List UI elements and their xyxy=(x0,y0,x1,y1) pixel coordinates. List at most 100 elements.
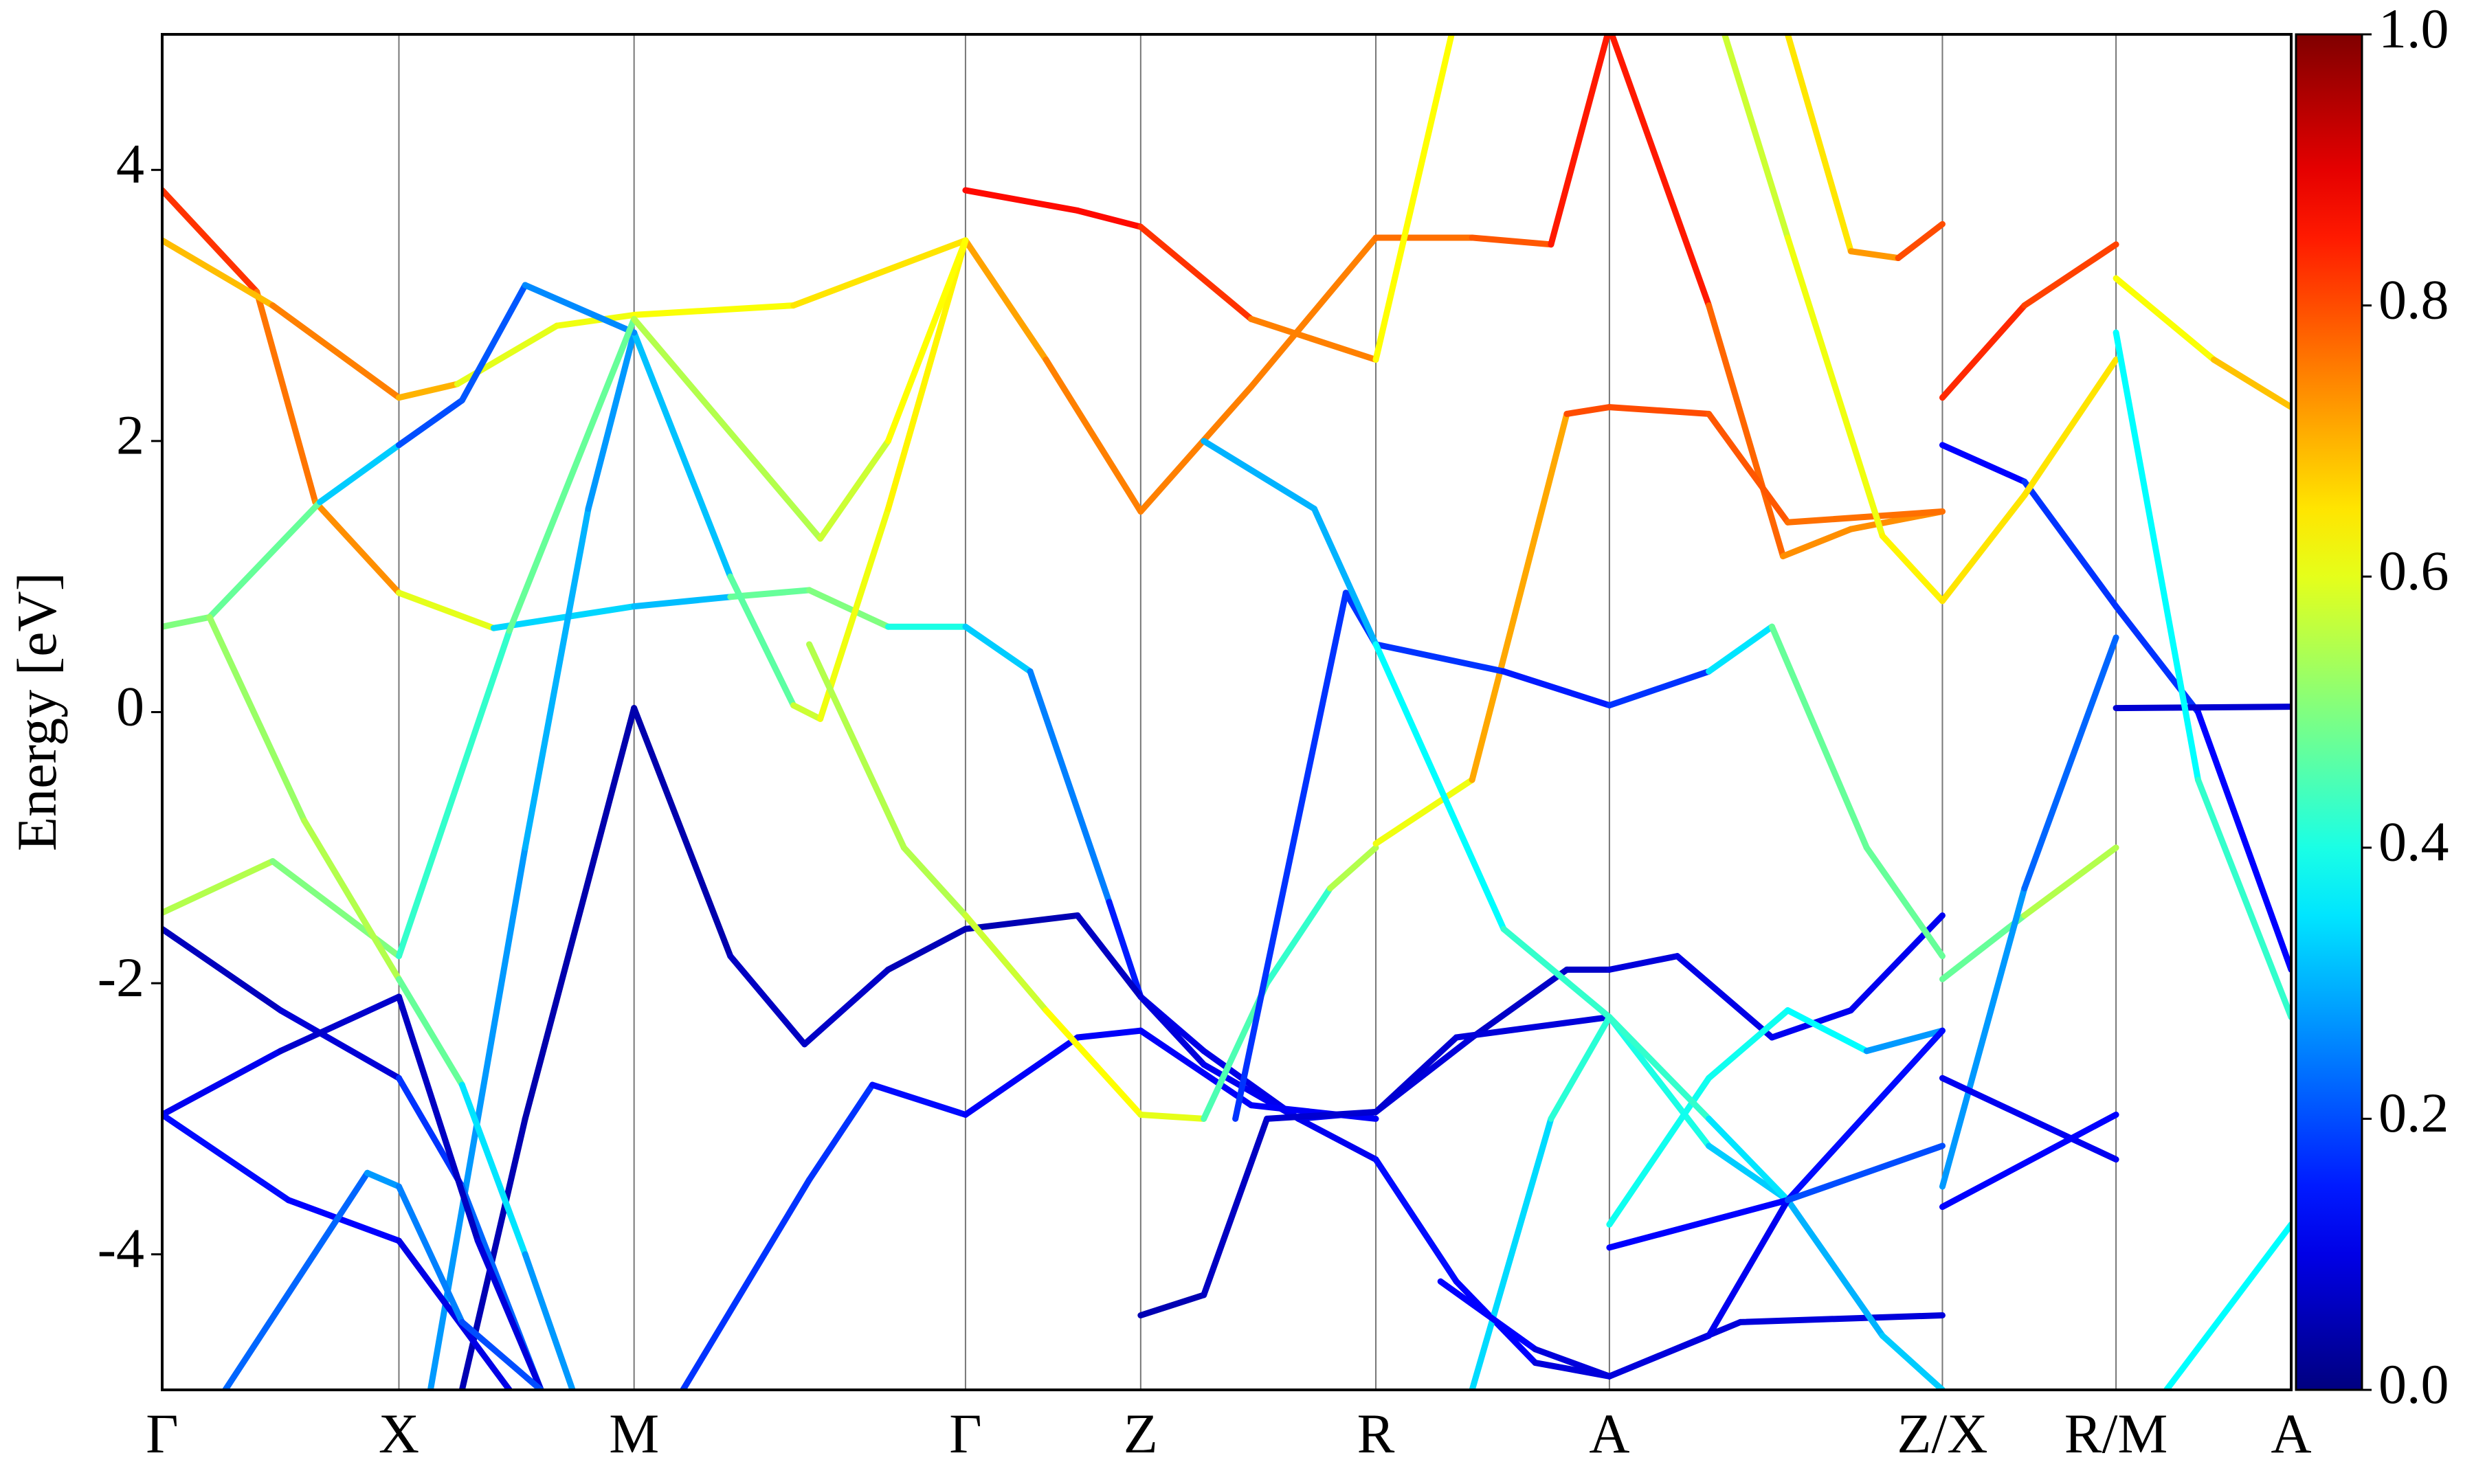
band-segment xyxy=(1784,1197,1886,1339)
band-segment xyxy=(1706,623,1775,675)
band-segment xyxy=(962,623,1034,675)
band-segment xyxy=(1201,1115,1271,1298)
band-segment xyxy=(1939,442,2028,485)
x-tick-label: A xyxy=(2271,1402,2311,1465)
band-segment xyxy=(285,1197,402,1244)
band-segment xyxy=(1863,844,1946,960)
band-segment xyxy=(1784,234,1886,539)
band-segment xyxy=(2021,844,2119,919)
x-tick-label: M xyxy=(609,1402,659,1465)
band-segment xyxy=(458,1318,544,1390)
band-segment xyxy=(2113,275,2217,363)
band-segment xyxy=(553,311,638,329)
x-tick-label: R/M xyxy=(2064,1402,2167,1465)
band-segment xyxy=(395,397,465,449)
band-segment xyxy=(364,1169,402,1190)
band-segment xyxy=(162,237,276,309)
band-segment xyxy=(222,1169,371,1390)
band-segment xyxy=(711,410,824,542)
band-segment xyxy=(1784,34,1854,255)
band-segment xyxy=(631,329,734,580)
bands xyxy=(162,34,2291,1390)
band-segment xyxy=(1372,641,1507,932)
band-segment xyxy=(1232,589,1349,1122)
y-axis-label: Energy [eV] xyxy=(5,572,68,851)
band-segment xyxy=(1706,1007,1791,1081)
band-segment xyxy=(585,329,638,513)
band-segment xyxy=(522,705,638,1122)
band-segment xyxy=(962,1034,1081,1118)
band-segment xyxy=(1548,34,1611,248)
band-segment xyxy=(1469,1115,1554,1390)
band-segment xyxy=(806,1081,876,1183)
band-segment xyxy=(2021,357,2119,499)
band-segment xyxy=(884,237,969,445)
band-segment xyxy=(1106,899,1144,1000)
band-segment xyxy=(1137,993,1207,1068)
band-segment xyxy=(1074,1027,1144,1041)
colorbar-tick-label: 0.6 xyxy=(2378,539,2449,602)
band-segment xyxy=(312,499,402,596)
x-tick-label: Z/X xyxy=(1897,1402,1987,1465)
band-segment xyxy=(1248,315,1379,363)
band-segment xyxy=(727,953,808,1048)
band-segment xyxy=(790,702,824,722)
band-segment xyxy=(1469,234,1554,248)
band-segment xyxy=(317,442,402,506)
band-segment xyxy=(1043,1007,1144,1118)
band-segment xyxy=(395,589,497,631)
band-segment xyxy=(1074,912,1144,1000)
band-segment xyxy=(162,925,284,1014)
band-segment xyxy=(1469,410,1570,783)
band-segment xyxy=(395,993,481,1244)
band-segment xyxy=(162,858,276,917)
band-segment xyxy=(884,237,969,513)
band-segment xyxy=(1532,1346,1613,1380)
band-segment xyxy=(395,976,465,1088)
band-segment xyxy=(506,315,638,634)
band-segment xyxy=(806,641,907,851)
band-segment xyxy=(631,705,734,960)
band-segment xyxy=(1939,302,2028,401)
band-segment xyxy=(1879,1332,1946,1390)
band-segment xyxy=(1706,1143,1791,1204)
band-segment xyxy=(1137,1111,1207,1122)
band-segment xyxy=(1784,508,1946,526)
band-segment xyxy=(522,282,638,336)
band-segment xyxy=(1784,1027,1946,1204)
band-segment xyxy=(1847,248,1902,262)
x-tick-label: A xyxy=(1589,1402,1629,1465)
band-segment xyxy=(806,587,891,630)
colorbar-tick-label: 0.4 xyxy=(2378,811,2449,873)
band-segment xyxy=(2163,1221,2291,1390)
band-segment xyxy=(1469,966,1570,1041)
band-segment xyxy=(2210,357,2291,411)
band-segment xyxy=(1137,383,1255,515)
band-segment xyxy=(900,844,969,919)
band-segment xyxy=(631,302,797,318)
band-segment xyxy=(1074,207,1144,230)
band-segment xyxy=(1372,1034,1460,1116)
y-tick-label: 4 xyxy=(116,133,144,195)
band-segment xyxy=(1372,776,1475,847)
band-segment xyxy=(1606,668,1713,709)
band-segment xyxy=(884,925,969,973)
band-segment xyxy=(1248,234,1379,390)
band-segment xyxy=(522,506,592,851)
band-segment xyxy=(395,381,460,401)
colorbar-tick-label: 0.2 xyxy=(2378,1081,2449,1144)
band-segment xyxy=(631,594,734,610)
x-tick-label: Z xyxy=(1124,1402,1158,1465)
band-segment xyxy=(1784,1143,1946,1204)
axes: Γ X M Γ Z R A Z/X R/M A -4 -2 0 2 4 0.0 0.2 0.4 0.6 0.8 1.0 xyxy=(98,0,2449,1465)
x-tick-label: Γ xyxy=(949,1402,981,1465)
band-segment xyxy=(1027,668,1113,906)
x-tick-label: Γ xyxy=(146,1402,178,1465)
band-segment xyxy=(1137,223,1255,322)
band-segment xyxy=(1939,1075,2119,1163)
band-segment xyxy=(1311,506,1379,648)
band-segment xyxy=(1500,668,1613,709)
band-segment xyxy=(206,499,324,620)
y-tick-label: -4 xyxy=(98,1217,144,1280)
